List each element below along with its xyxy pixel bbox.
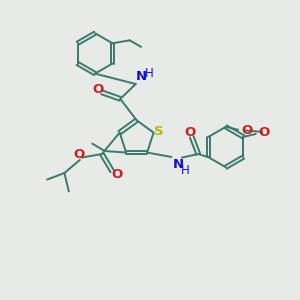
Text: O: O (184, 125, 196, 139)
Text: H: H (145, 67, 153, 80)
Text: O: O (111, 168, 122, 181)
Text: O: O (73, 148, 84, 160)
Text: N: N (136, 70, 147, 83)
Text: O: O (92, 83, 103, 96)
Text: H: H (180, 164, 189, 177)
Text: O: O (259, 126, 270, 139)
Text: O: O (241, 124, 253, 137)
Text: N: N (173, 158, 184, 171)
Text: S: S (154, 125, 163, 138)
